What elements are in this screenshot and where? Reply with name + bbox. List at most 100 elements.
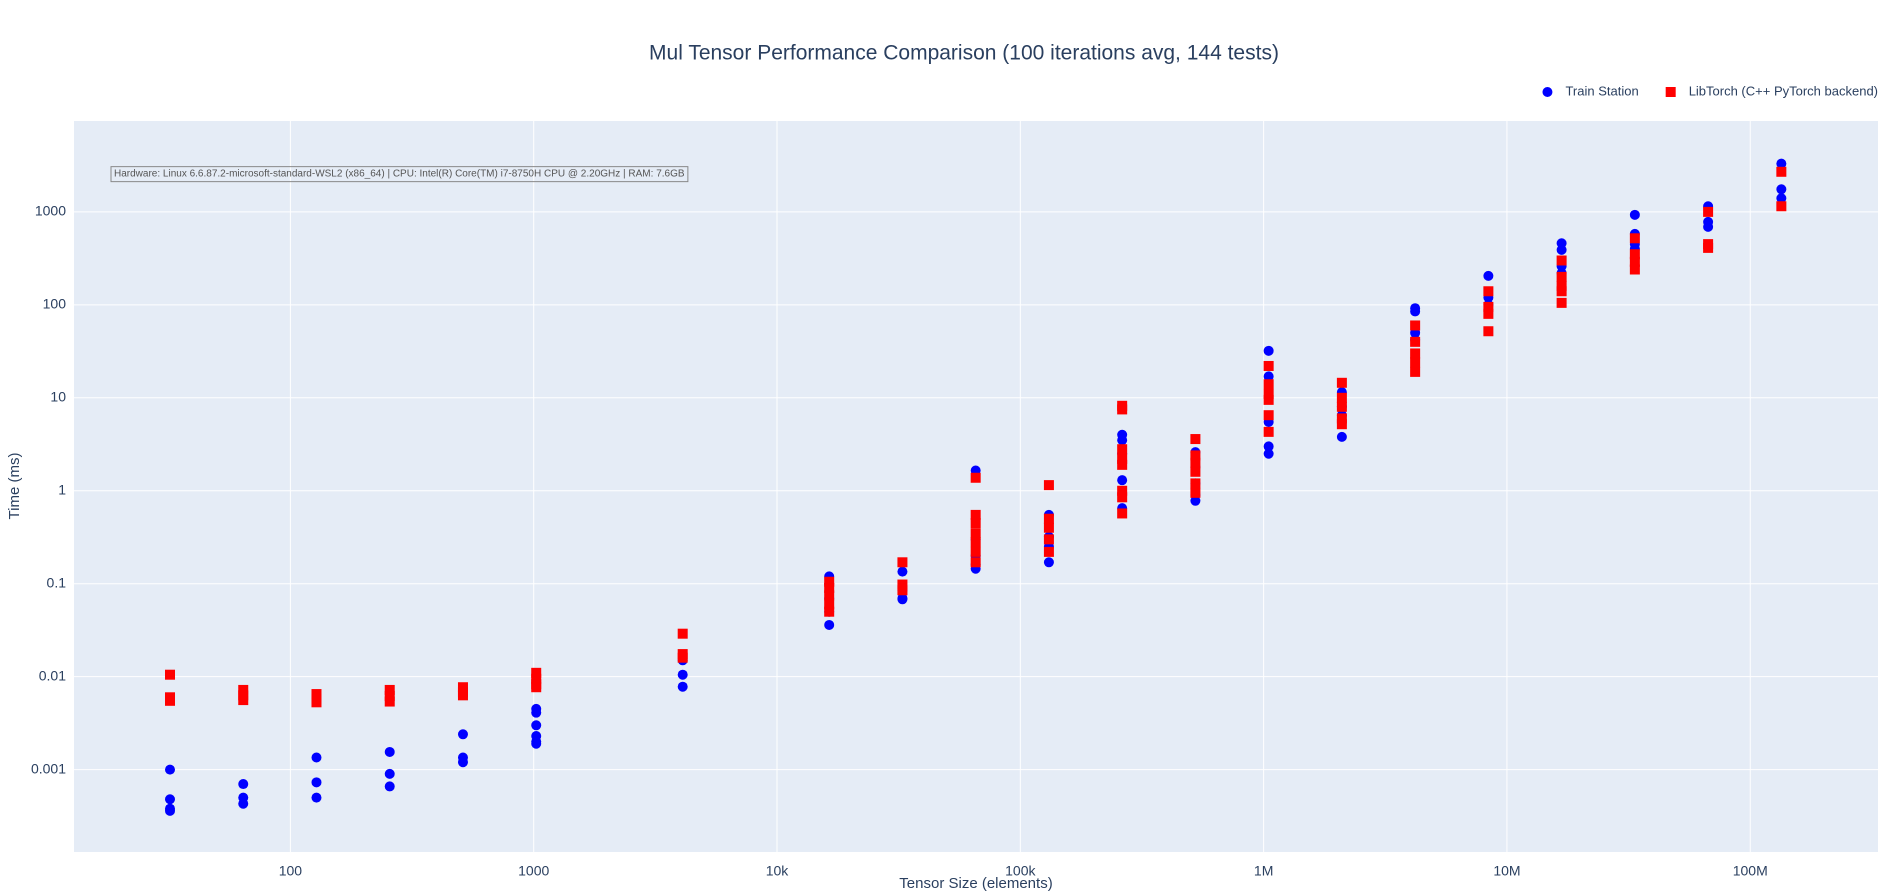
series (164, 158, 1787, 816)
point (1556, 244, 1567, 255)
point (384, 768, 395, 779)
point (1410, 357, 1421, 368)
point (1117, 453, 1128, 464)
point (1336, 377, 1347, 388)
point (1629, 256, 1640, 267)
point (1556, 255, 1567, 266)
annotation-text: Hardware: Linux 6.6.87.2-microsoft-stand… (114, 169, 685, 180)
point (311, 697, 322, 708)
legend-label: LibTorch (C++ PyTorch backend) (1689, 83, 1878, 98)
point (1263, 345, 1274, 356)
point (677, 669, 688, 680)
point (1629, 249, 1640, 260)
y-tick-label: 10 (50, 389, 66, 405)
point (164, 805, 175, 816)
point (1556, 280, 1567, 291)
point (238, 798, 249, 809)
point (164, 764, 175, 775)
point (1043, 546, 1054, 557)
legend-marker (1542, 87, 1553, 97)
point (1336, 431, 1347, 442)
point (1043, 522, 1054, 533)
point (1043, 534, 1054, 545)
point (1263, 371, 1274, 382)
point (1703, 221, 1714, 232)
y-tick-label: 1 (58, 481, 66, 497)
point (1190, 487, 1201, 498)
point (970, 537, 981, 548)
point (1629, 264, 1640, 275)
point (970, 517, 981, 528)
point (531, 673, 542, 684)
legend-item: Train Station (1542, 83, 1639, 98)
point (1776, 193, 1787, 204)
x-tick-label: 10k (766, 863, 790, 879)
point (1190, 450, 1201, 461)
point (1263, 388, 1274, 399)
point (1263, 426, 1274, 437)
point (238, 684, 249, 695)
point (238, 779, 249, 790)
y-tick-label: 100 (43, 296, 67, 312)
point (1776, 201, 1787, 212)
point (1263, 441, 1274, 452)
point (457, 682, 468, 693)
point (1483, 326, 1494, 337)
series (164, 166, 1787, 708)
point (1483, 270, 1494, 281)
point (1043, 513, 1054, 524)
point (1556, 286, 1567, 297)
point (1410, 348, 1421, 359)
point (824, 599, 835, 610)
y-tick-label: 1000 (35, 203, 66, 219)
point (1336, 413, 1347, 424)
point (1556, 271, 1567, 282)
point (1117, 492, 1128, 503)
legend-label: Train Station (1565, 83, 1638, 98)
point (1483, 286, 1494, 297)
point (824, 606, 835, 617)
point (311, 777, 322, 788)
point (1703, 242, 1714, 253)
point (824, 582, 835, 593)
point (384, 690, 395, 701)
point (897, 566, 908, 577)
point (1117, 459, 1128, 470)
point (897, 579, 908, 590)
point (1043, 557, 1054, 568)
y-tick-label: 0.1 (47, 574, 67, 590)
y-axis-title: Time (ms) (6, 453, 23, 520)
point (1263, 379, 1274, 390)
point (1117, 404, 1128, 415)
point (1336, 401, 1347, 412)
point (970, 509, 981, 520)
point (677, 628, 688, 639)
point (1190, 434, 1201, 445)
point (164, 669, 175, 680)
point (824, 619, 835, 630)
point (1410, 320, 1421, 331)
point (1556, 297, 1567, 308)
x-tick-label: 100 (279, 863, 303, 879)
annotation: Hardware: Linux 6.6.87.2-microsoft-stand… (110, 166, 689, 183)
x-axis-title: Tensor Size (elements) (899, 875, 1052, 892)
point (1263, 448, 1274, 459)
x-tick-label: 1000 (518, 863, 549, 879)
point (531, 738, 542, 749)
point (311, 752, 322, 763)
point (1483, 301, 1494, 312)
point (384, 696, 395, 707)
point (1629, 233, 1640, 244)
point (531, 720, 542, 731)
point (1263, 410, 1274, 421)
point (457, 757, 468, 768)
point (238, 695, 249, 706)
point (1117, 435, 1128, 446)
point (1703, 206, 1714, 217)
x-tick-label: 1M (1254, 863, 1273, 879)
point (1410, 366, 1421, 377)
x-tick-label: 100k (1005, 863, 1036, 879)
point (970, 528, 981, 539)
